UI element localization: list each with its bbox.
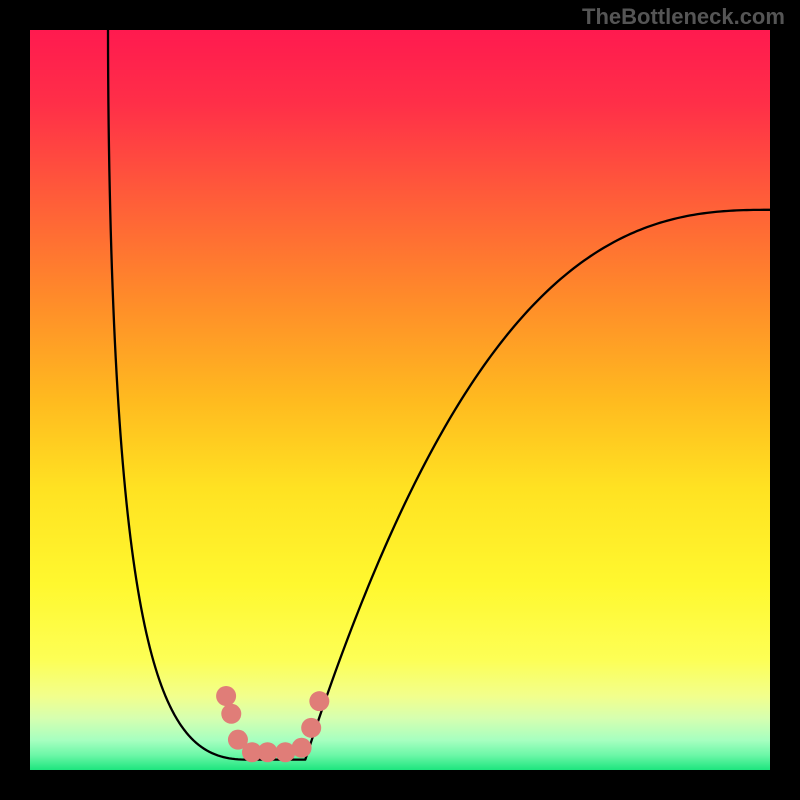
attribution-label: TheBottleneck.com: [582, 4, 785, 30]
figure-canvas: TheBottleneck.com: [0, 0, 800, 800]
plot-area: [30, 30, 770, 770]
